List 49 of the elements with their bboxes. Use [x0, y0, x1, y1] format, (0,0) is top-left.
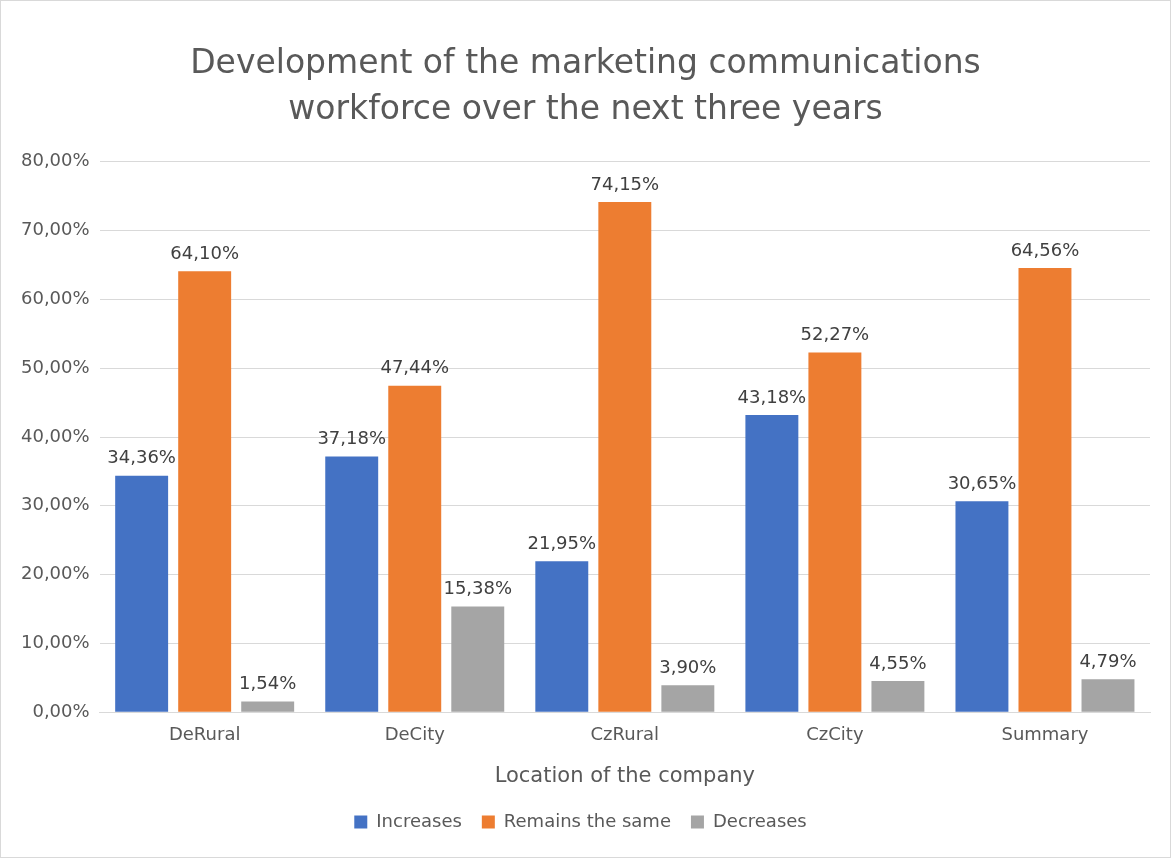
- bar: [451, 606, 505, 712]
- x-axis-title: Location of the company: [494, 762, 755, 787]
- data-label: 15,38%: [443, 577, 513, 599]
- x-tick-label: DeCity: [384, 722, 446, 744]
- x-tick-label: Summary: [1001, 722, 1089, 744]
- data-label: 52,27%: [800, 323, 870, 345]
- y-tick-label: 40,00%: [20, 424, 90, 446]
- x-tick-label: DeRural: [168, 722, 241, 744]
- data-label: 4,79%: [1079, 649, 1137, 671]
- data-label: 47,44%: [380, 356, 450, 378]
- y-tick-label: 60,00%: [20, 287, 90, 309]
- bar: [115, 475, 169, 712]
- bar: [1018, 268, 1072, 712]
- y-tick-label: 70,00%: [20, 218, 90, 240]
- bar: [241, 701, 295, 712]
- data-label: 64,10%: [170, 241, 239, 263]
- data-label: 34,36%: [107, 446, 176, 468]
- bar: [871, 680, 925, 712]
- bar: [178, 271, 232, 712]
- data-label: 4,55%: [869, 651, 927, 673]
- bar: [535, 561, 589, 712]
- data-label: 30,65%: [947, 472, 1017, 493]
- x-tick-label: CzCity: [806, 722, 864, 744]
- bar: [955, 501, 1009, 712]
- legend-label: Remains the same: [503, 809, 671, 831]
- bar: [745, 415, 799, 712]
- y-tick-label: 20,00%: [20, 562, 90, 584]
- data-label: 3,90%: [659, 656, 717, 678]
- y-tick-label: 80,00%: [20, 149, 90, 171]
- bar: [1081, 679, 1135, 712]
- bar: [325, 456, 379, 712]
- data-label: 43,18%: [737, 385, 807, 407]
- y-tick-label: 50,00%: [20, 355, 90, 377]
- bar: [598, 202, 652, 712]
- data-label: 1,54%: [239, 672, 297, 694]
- y-tick-label: 10,00%: [20, 631, 90, 653]
- bar: [808, 352, 862, 712]
- x-tick-label: CzRural: [590, 722, 660, 744]
- bar: [388, 385, 442, 712]
- data-label: 37,18%: [317, 427, 387, 449]
- legend-label: Decreases: [712, 809, 807, 831]
- legend-label: Increases: [376, 809, 462, 831]
- data-label: 21,95%: [527, 531, 597, 553]
- y-tick-label: 0,00%: [32, 699, 90, 721]
- y-tick-label: 30,00%: [20, 493, 90, 515]
- data-label: 74,15%: [590, 172, 660, 194]
- data-label: 64,56%: [1010, 238, 1080, 260]
- bar: [661, 685, 715, 712]
- chart-title: Development of the marketing communications workforce over the next three years: [189, 41, 982, 129]
